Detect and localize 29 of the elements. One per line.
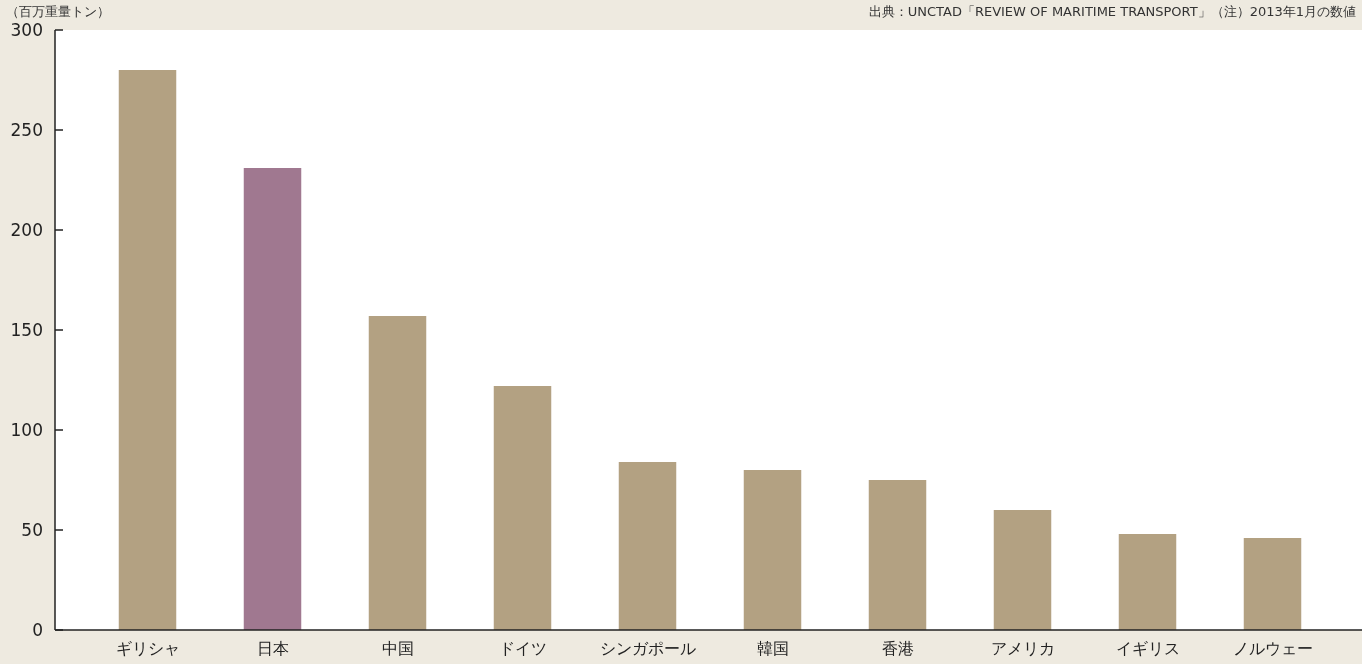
y-tick-label: 300 (10, 19, 43, 40)
y-tick-label: 0 (32, 619, 43, 640)
y-tick-label: 50 (21, 519, 43, 540)
y-tick-label: 100 (10, 419, 43, 440)
x-tick-label: 韓国 (756, 639, 789, 658)
x-tick-label: ドイツ (498, 639, 547, 658)
bar (368, 316, 427, 630)
x-tick-label: ノルウェー (1232, 639, 1313, 658)
x-tick-label: ギリシャ (115, 639, 180, 658)
bar (493, 386, 552, 630)
bar (1118, 534, 1177, 630)
y-tick-label: 150 (10, 319, 43, 340)
x-tick-label: アメリカ (990, 639, 1055, 658)
x-tick-label: 香港 (881, 639, 914, 658)
bar (743, 470, 802, 630)
bar (993, 510, 1052, 630)
bar (243, 168, 302, 630)
bar (1243, 538, 1302, 630)
y-axis-title: （百万重量トン） (6, 4, 110, 19)
bar (118, 70, 177, 630)
x-tick-label: シンガポール (599, 639, 696, 658)
x-tick-label: イギリス (1115, 639, 1180, 658)
x-tick-label: 日本 (256, 639, 289, 658)
bar (868, 480, 927, 630)
y-tick-label: 250 (10, 119, 43, 140)
bar (618, 462, 677, 630)
source-note: 出典：UNCTAD「REVIEW OF MARITIME TRANSPORT」（注）2013年1月の数値 (868, 4, 1356, 19)
x-tick-label: 中国 (381, 639, 414, 658)
y-tick-label: 200 (10, 219, 43, 240)
